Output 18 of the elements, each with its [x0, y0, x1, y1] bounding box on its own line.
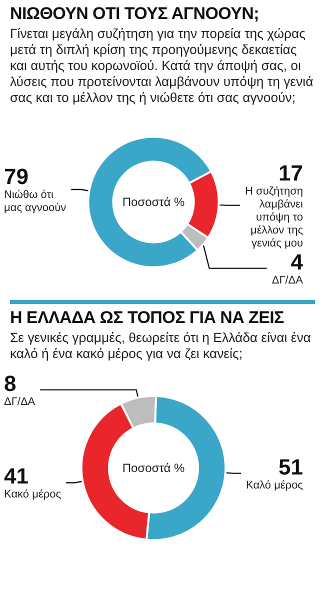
chart-subtitle: Γίνεται μεγάλη συζήτηση για την πορεία της χώρας μετά τη διπλή κρίση της προηγούμενης δεκαετίας και αυτής του κορωνοϊού. Κατά την άποψή σας, οι λύσεις που προτείνονται λαμβάνουν υπόψη τη γενιά σας και το μέλλον της ή νιώθετε ότι σας αγνοούν; — [10, 26, 314, 106]
chart-subtitle: Σε γενικές γραμμές, θεωρείτε ότι η Ελλάδα είναι ένα καλό ή ένα κακό μέρος για να ζει κανείς; — [10, 330, 312, 362]
slice-label: ΔΓ/ΔΑ — [4, 396, 36, 408]
slice-label: Κακό μέρος — [4, 488, 62, 501]
text: Ποσοστά % — [122, 461, 185, 475]
slice-label: Καλό μέρος — [246, 479, 303, 492]
data-label: 17 — [278, 160, 303, 186]
data-label: 4 — [290, 249, 304, 274]
slice-label: Νιώθω ότι μας αγνοούν — [4, 189, 67, 214]
slice-label: ΔΓ/ΔΑ — [272, 274, 304, 286]
chart-title: Η ΕΛΛΑΔΑ ΩΣ ΤΟΠΟΣ ΓΙΑ ΝΑ ΖΕΙΣ — [10, 308, 285, 328]
text: Ποσοστά % — [122, 195, 185, 209]
data-label: 79 — [4, 164, 28, 190]
slice-label: Η συζήτηση λαμβάνει υπόψη το μέλλον της γενιάς μου — [245, 185, 304, 250]
data-label: 41 — [4, 464, 28, 489]
chart-title: ΝΙΩΘΟΥΝ ΟΤΙ ΤΟΥΣ ΑΓΝΟΟΥΝ; — [10, 4, 260, 24]
data-label: 8 — [4, 370, 16, 396]
data-label: 51 — [278, 454, 303, 480]
